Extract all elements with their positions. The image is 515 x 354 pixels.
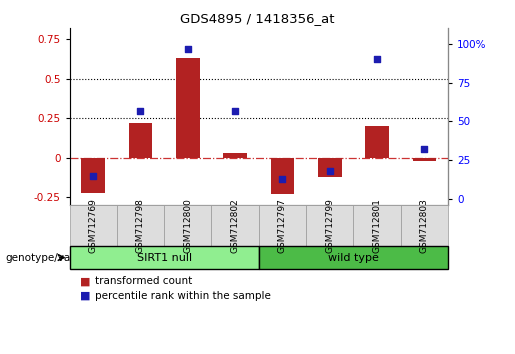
Text: transformed count: transformed count xyxy=(95,276,193,286)
Point xyxy=(420,147,428,152)
Text: percentile rank within the sample: percentile rank within the sample xyxy=(95,291,271,301)
Bar xyxy=(81,158,105,193)
Point xyxy=(136,108,145,113)
Text: GSM712769: GSM712769 xyxy=(89,198,98,253)
Text: GSM712798: GSM712798 xyxy=(136,198,145,253)
Text: GSM712801: GSM712801 xyxy=(372,198,382,253)
Point xyxy=(278,176,286,182)
Bar xyxy=(365,126,389,158)
Text: GDS4895 / 1418356_at: GDS4895 / 1418356_at xyxy=(180,12,335,25)
Text: ■: ■ xyxy=(80,291,90,301)
Point xyxy=(373,57,381,62)
Text: GSM712802: GSM712802 xyxy=(231,198,239,253)
Point xyxy=(89,173,97,179)
Text: GSM712800: GSM712800 xyxy=(183,198,192,253)
Bar xyxy=(413,158,436,161)
Bar xyxy=(129,123,152,158)
Text: GSM712799: GSM712799 xyxy=(325,198,334,253)
Text: SIRT1 null: SIRT1 null xyxy=(136,252,192,263)
Text: wild type: wild type xyxy=(328,252,379,263)
Point xyxy=(184,46,192,51)
Point xyxy=(231,108,239,113)
Text: GSM712797: GSM712797 xyxy=(278,198,287,253)
Text: genotype/variation: genotype/variation xyxy=(5,252,104,263)
Bar xyxy=(318,158,341,177)
Text: GSM712803: GSM712803 xyxy=(420,198,429,253)
Bar xyxy=(176,58,200,158)
Bar xyxy=(270,158,294,194)
Text: ■: ■ xyxy=(80,276,90,286)
Point xyxy=(325,169,334,174)
Bar xyxy=(224,153,247,158)
